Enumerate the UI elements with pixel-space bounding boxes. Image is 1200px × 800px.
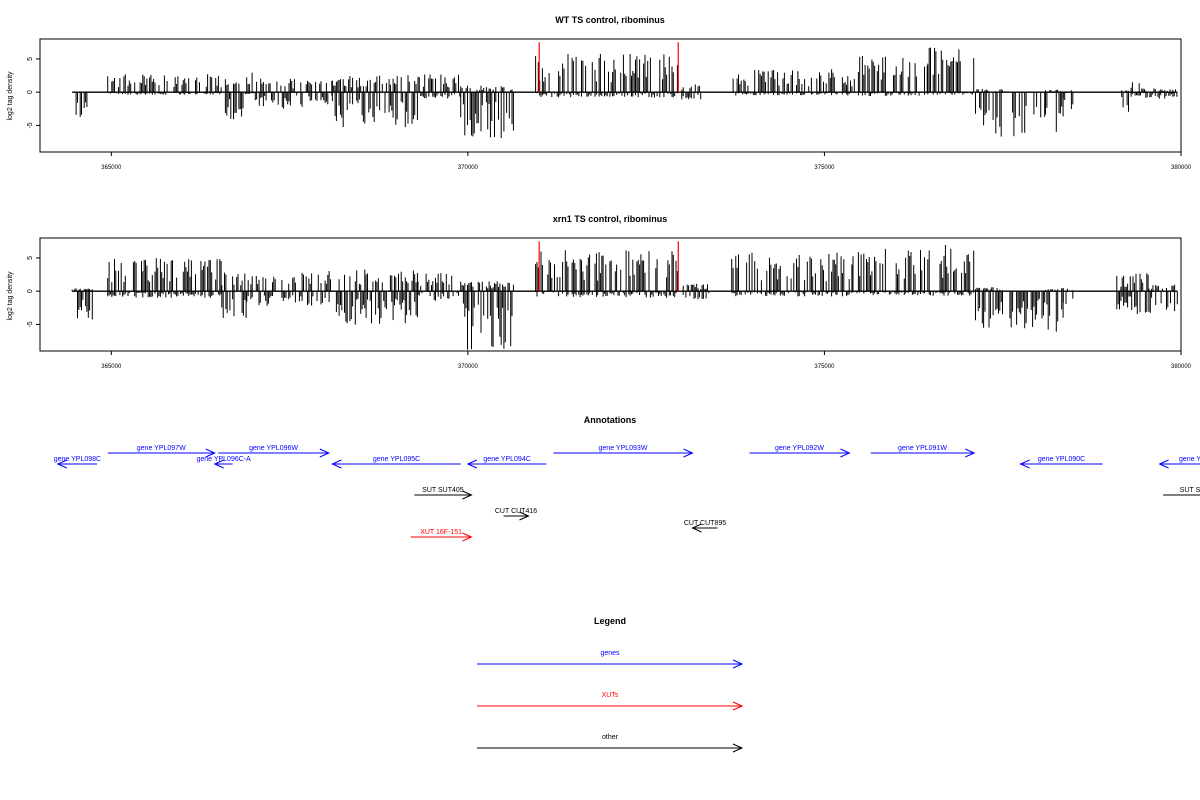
x-tick-label: 365000 [101,364,122,370]
wt-track-panel: WT TS control, ribominus log2 tag densit… [7,15,1192,171]
xrn1-track-title: xrn1 TS control, ribominus [553,214,668,224]
arrow-head [732,701,744,711]
annotation-feature: XUT 16F-151 [410,529,473,542]
y-tick-label: 0 [27,289,34,293]
annotation-feature: gene YPL092W [749,445,851,458]
legend-items: genes XUTs other [477,650,744,753]
annotation-label: gene YPL092W [775,445,824,452]
annotation-label: CUT CUT416 [495,508,537,515]
arrow-head [466,459,478,469]
y-tick-label: 5 [27,256,34,260]
annotation-feature: gene YPL094C [466,456,547,469]
arrow-head [964,448,976,458]
arrow-head [213,459,224,469]
annotation-feature: CUT CUT416 [495,508,537,521]
arrow-head [732,743,744,753]
annotation-label: XUT 16F-151 [420,529,462,536]
arrow-head [205,448,216,458]
annotation-label: SUT S [1180,487,1200,494]
x-tick-label: 365000 [101,165,122,171]
x-tick-label: 370000 [458,364,479,370]
x-tick-label: 370000 [458,165,479,171]
xrn1-ylabel: log2 tag density [7,271,14,321]
annotation-label: gene YPL095C [373,456,420,463]
wt-ylabel: log2 tag density [7,71,14,121]
annotation-label: gene YPL098C [54,456,101,463]
annotation-feature: gene Y [1158,456,1200,469]
legend-item: genes [477,650,744,669]
x-tick-label: 375000 [814,165,835,171]
wt-track-title: WT TS control, ribominus [555,15,665,25]
annotation-features: gene YPL098C gene YPL097W gene YPL096C-A ge… [54,445,1200,542]
x-tick-label: 380000 [1171,165,1192,171]
annotation-label: gene YPL097W [137,445,186,452]
wt-x-axis: 365000 370000 375000 380000 [101,152,1192,171]
x-tick-label: 375000 [814,364,835,370]
annotation-label: gene Y [1179,456,1200,463]
annotation-label: gene YPL096W [249,445,298,452]
arrow-head [462,490,473,500]
annotation-feature: gene YPL091W [870,445,976,458]
arrow-head [683,448,694,458]
legend-title: Legend [594,616,626,626]
legend-label: genes [600,650,620,657]
arrow-head [519,511,530,521]
legend-label: other [602,734,619,741]
xrn1-x-axis: 365000 370000 375000 380000 [101,351,1192,370]
annotation-label: gene YPL090C [1038,456,1085,463]
y-tick-label: 0 [27,90,34,94]
xrn1-y-axis: -5 0 5 [27,256,40,328]
annotation-feature: gene YPL096C-A [196,456,251,469]
xrn1-track-panel: xrn1 TS control, ribominus log2 tag dens… [7,214,1192,370]
arrow-head [732,659,744,669]
arrow-head [1158,459,1169,469]
y-tick-label: -5 [27,321,34,327]
arrow-head [331,459,342,469]
annotation-label: gene YPL096C-A [196,456,251,463]
annotation-label: gene YPL094C [483,456,530,463]
arrow-head [1019,459,1030,469]
annotations-title: Annotations [584,415,637,425]
wt-bars [72,42,1178,139]
annotation-feature: CUT CUT895 [684,520,726,533]
legend-item: other [477,734,744,753]
annotation-feature: SUT S [1163,487,1200,496]
xrn1-plot-frame [39,237,1182,352]
y-tick-label: -5 [27,122,34,128]
annotation-label: SUT SUT405 [422,487,464,494]
annotation-feature: gene YPL096W [218,445,331,458]
y-tick-label: 5 [27,57,34,61]
arrow-head [840,448,851,458]
annotation-label: gene YPL091W [898,445,947,452]
arrow-head [319,448,331,458]
annotation-feature: gene YPL098C [54,456,101,469]
annotation-label: CUT CUT895 [684,520,726,527]
arrow-head [691,523,702,533]
annotation-feature: gene YPL097W [107,445,216,458]
annotation-feature: gene YPL093W [553,445,694,458]
wt-y-axis: -5 0 5 [27,57,40,129]
xrn1-bars [71,241,1178,350]
x-tick-label: 380000 [1171,364,1192,370]
annotation-feature: gene YPL095C [331,456,461,469]
annotation-feature: SUT SUT405 [414,487,473,500]
legend-item: XUTs [477,692,744,711]
arrow-head [56,459,68,469]
legend-label: XUTs [602,692,619,699]
legend-panel: Legend genes XUTs other [477,616,744,753]
annotation-feature: gene YPL090C [1019,456,1103,469]
annotation-label: gene YPL093W [599,445,648,452]
arrow-head [462,532,473,542]
wt-plot-frame [39,38,1182,153]
